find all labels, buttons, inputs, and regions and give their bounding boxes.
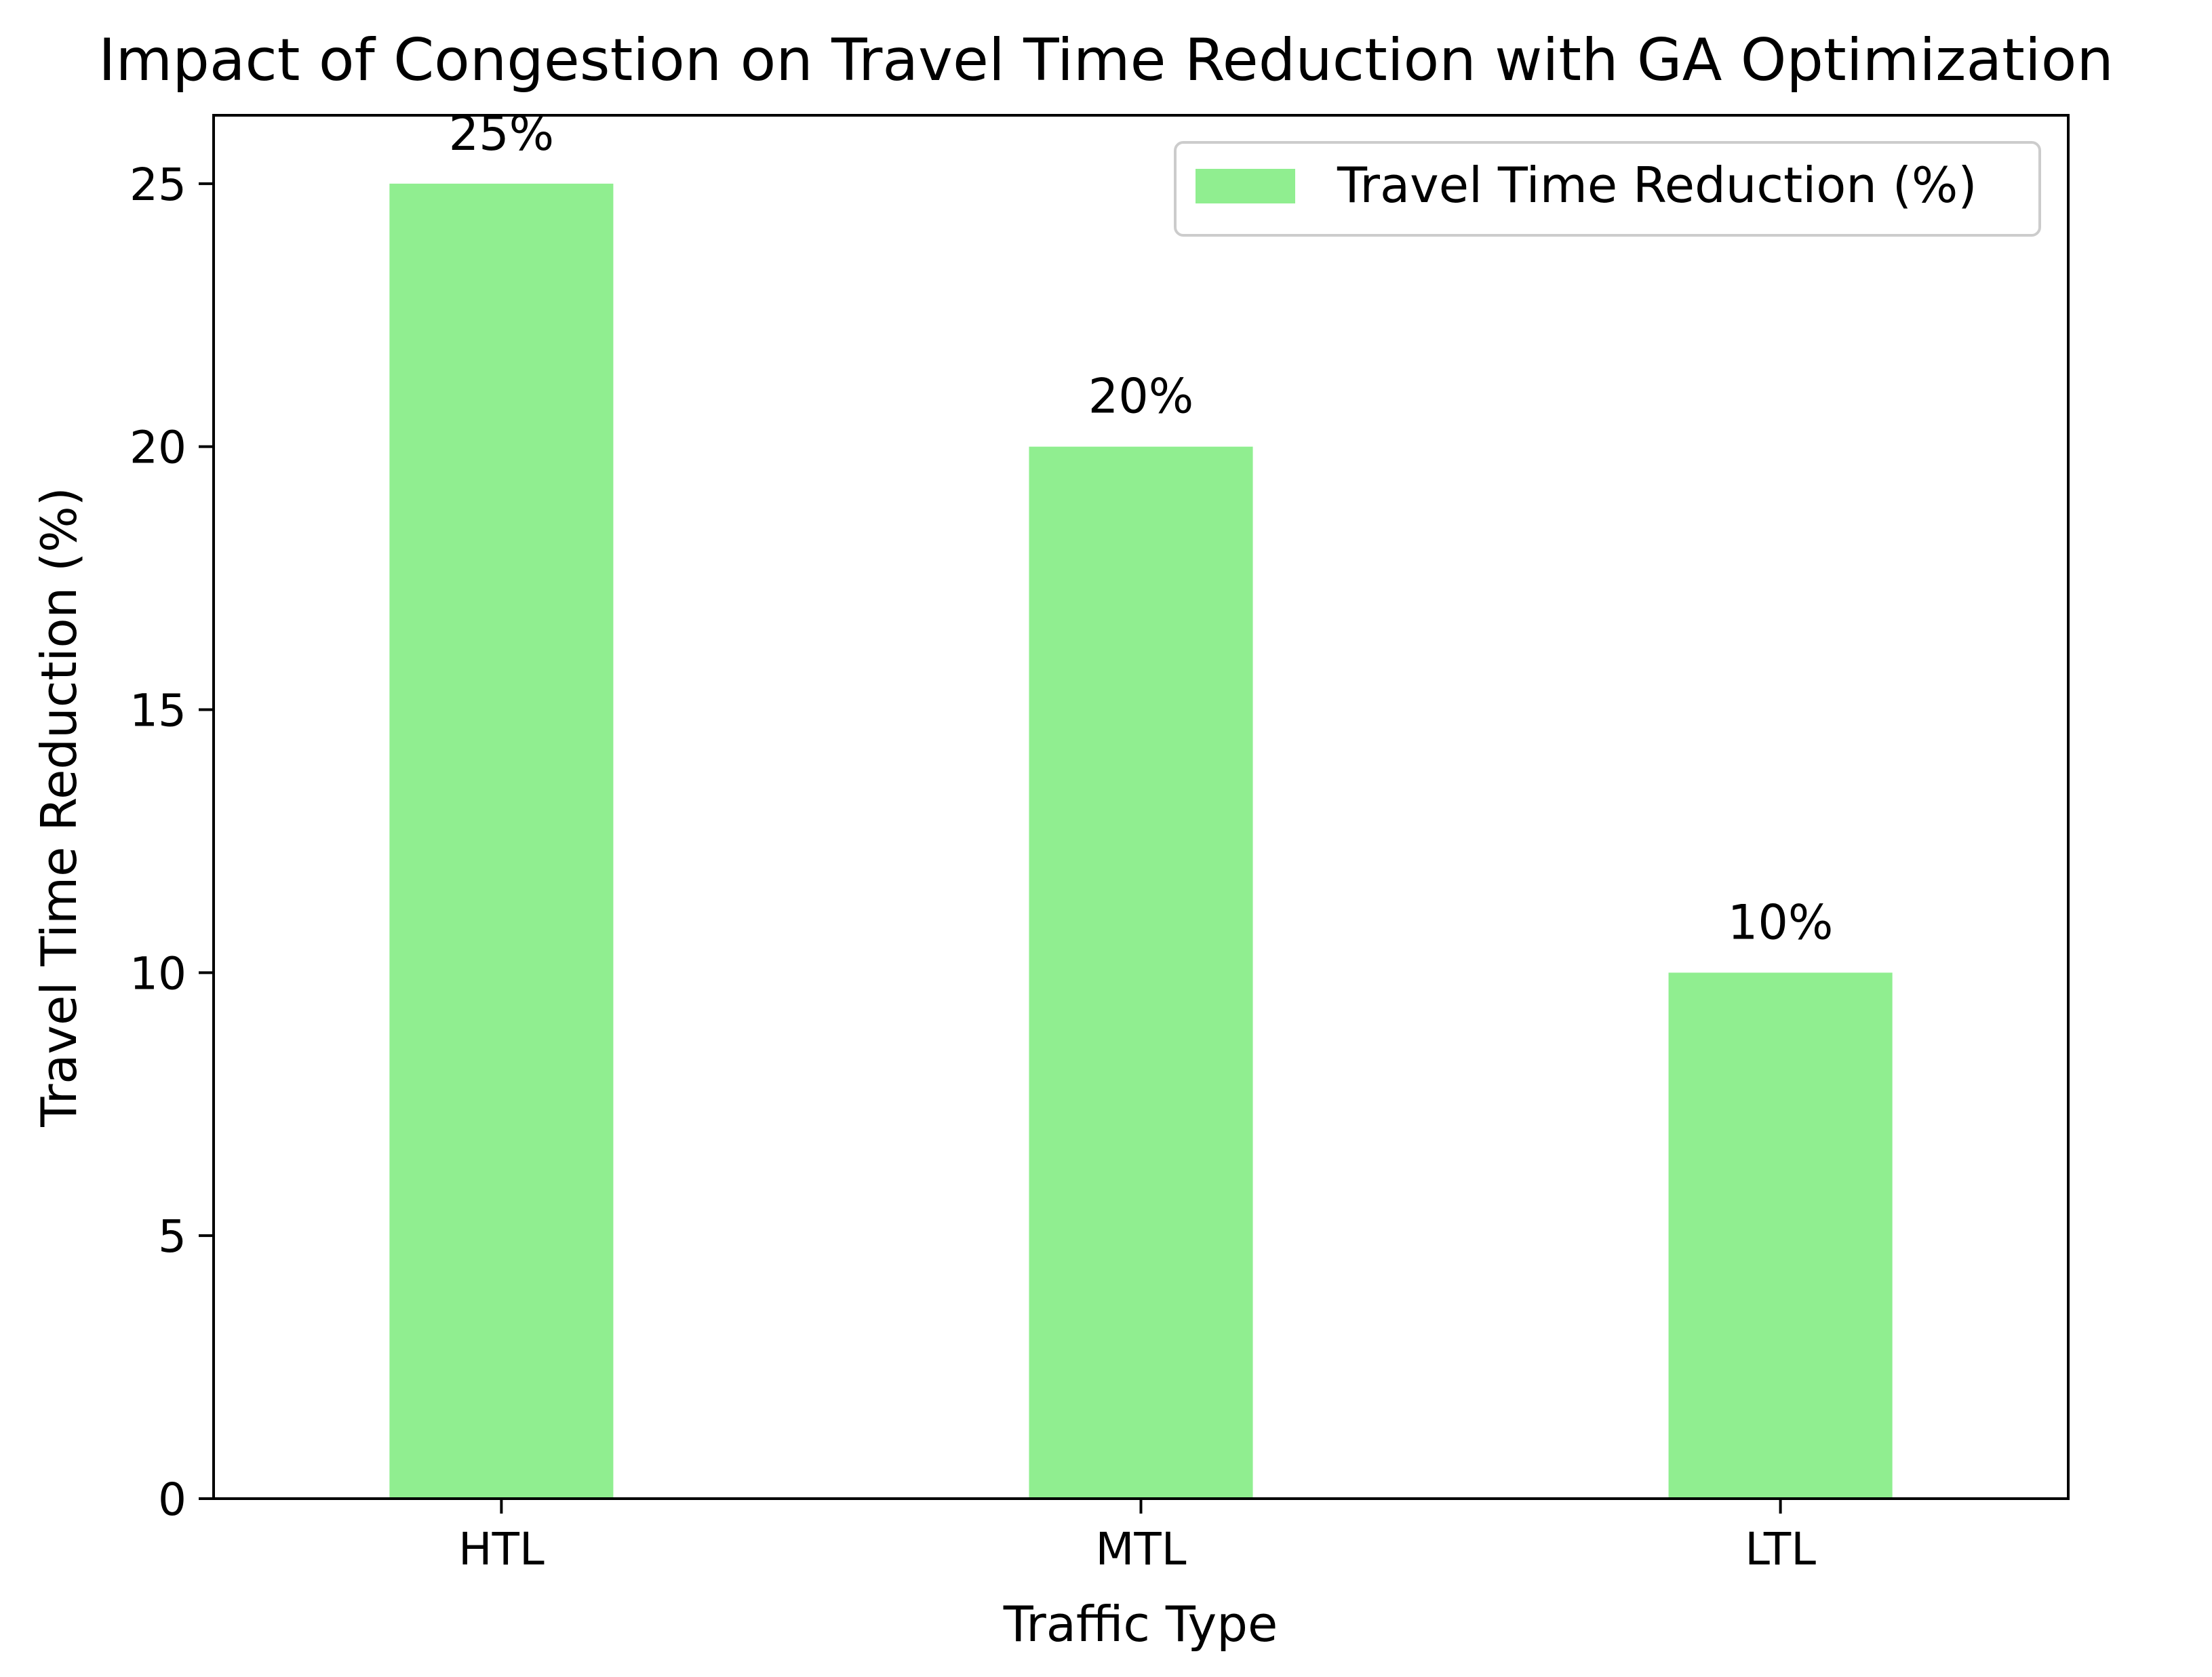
y-tick-label-5: 5 <box>158 1210 186 1263</box>
chart-title: Impact of Congestion on Travel Time Redu… <box>98 26 2114 94</box>
legend-frame <box>1174 141 2041 237</box>
x-axis-ticks: HTL MTL LTL <box>458 1499 1816 1575</box>
y-tick-label-10: 10 <box>130 947 186 1000</box>
y-axis-label: Travel Time Reduction (%) <box>31 487 87 1127</box>
legend: Travel Time Reduction (%) <box>1174 141 2041 237</box>
x-tick-label-ltl: LTL <box>1745 1523 1816 1575</box>
data-label-ltl: 10% <box>1728 894 1834 950</box>
x-tick-label-htl: HTL <box>458 1523 545 1575</box>
bar-mtl <box>1029 446 1253 1499</box>
bar-ltl <box>1668 972 1893 1499</box>
y-tick-label-0: 0 <box>158 1474 186 1526</box>
y-tick-label-25: 25 <box>130 159 186 211</box>
legend-label: Travel Time Reduction (%) <box>1337 157 1977 214</box>
bars-layer <box>389 183 1893 1499</box>
data-label-mtl: 20% <box>1088 369 1194 425</box>
legend-swatch <box>1196 169 1295 203</box>
y-tick-label-20: 20 <box>130 422 186 474</box>
bar-htl <box>389 183 614 1499</box>
x-tick-label-mtl: MTL <box>1095 1523 1186 1575</box>
y-axis-ticks: 0 5 10 15 20 25 <box>130 159 214 1526</box>
x-axis-label: Traffic Type <box>1003 1596 1278 1653</box>
y-tick-label-15: 15 <box>130 685 186 737</box>
